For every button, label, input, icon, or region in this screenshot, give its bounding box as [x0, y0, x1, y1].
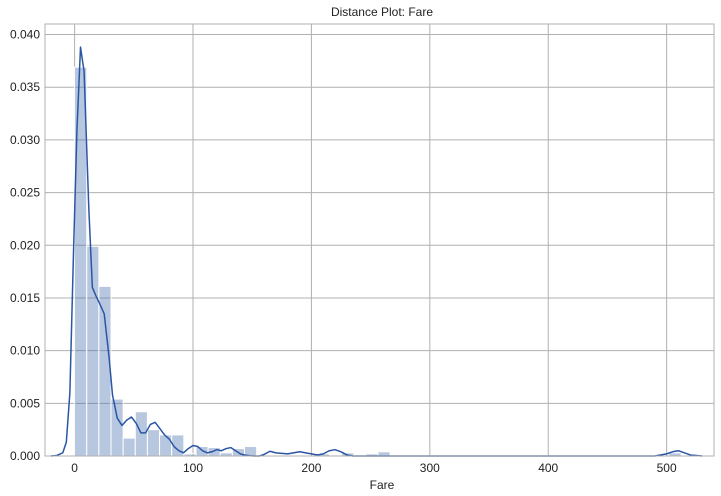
kde-curve-layer: [50, 46, 703, 457]
histogram-bar: [98, 285, 112, 457]
y-tick-label: 0.005: [10, 396, 40, 410]
y-tick-label: 0.010: [10, 344, 40, 358]
histogram-bar: [146, 429, 161, 457]
grid-lines: [45, 24, 714, 457]
histogram-bar: [159, 434, 173, 457]
x-tick-label: 300: [420, 461, 440, 475]
kde-line: [50, 46, 703, 457]
x-tick-label: 400: [538, 461, 558, 475]
histogram-bar: [134, 411, 148, 457]
y-tick-label: 0.040: [10, 28, 40, 42]
x-tick-label: 500: [657, 461, 677, 475]
x-tick-label: 200: [301, 461, 321, 475]
tick-labels: 0.000 0.005 0.010 0.015 0.020 0.025 0.030 0.035…: [10, 28, 677, 475]
histogram-bar: [122, 437, 136, 457]
x-tick-label: 100: [183, 461, 203, 475]
y-tick-label: 0.025: [10, 186, 40, 200]
y-tick-label: 0.030: [10, 133, 40, 147]
x-tick-label: 0: [71, 461, 78, 475]
histogram-bar: [110, 398, 124, 457]
plot-frame: [44, 23, 715, 457]
chart-title: Distance Plot: Fare: [331, 5, 433, 19]
y-tick-label: 0.035: [10, 80, 40, 94]
histogram-bar: [86, 245, 100, 457]
x-axis-label: Fare: [370, 478, 395, 492]
y-tick-label: 0.000: [10, 449, 40, 463]
y-tick-label: 0.015: [10, 291, 40, 305]
y-tick-label: 0.020: [10, 238, 40, 252]
histogram-bars: [74, 66, 682, 457]
